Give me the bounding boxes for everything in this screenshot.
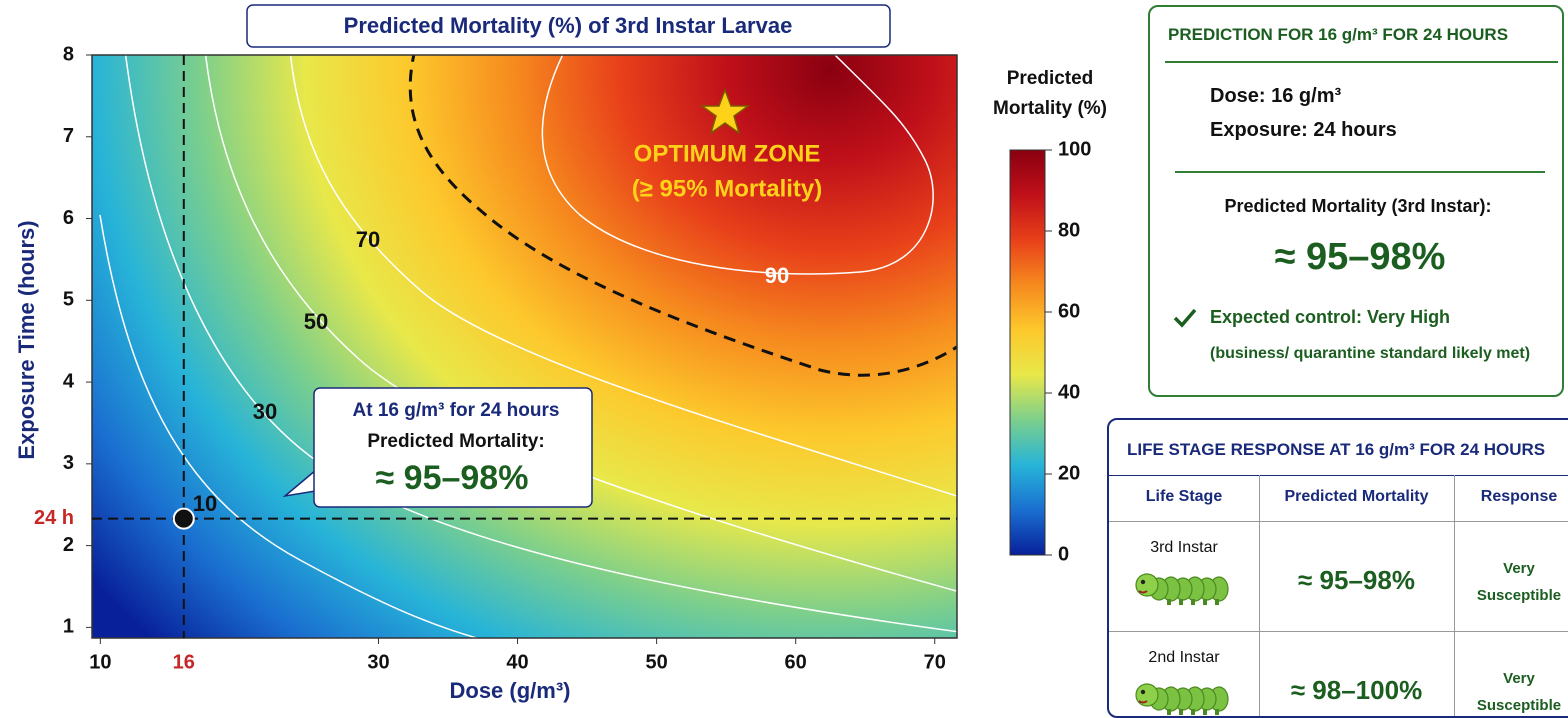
- optimum-label: (≥ 95% Mortality): [632, 175, 823, 202]
- panel-title: PREDICTION FOR 16 g/m³ FOR 24 HOURS: [1168, 25, 1509, 44]
- contour-label: 30: [253, 399, 277, 424]
- dose-text: Dose: 16 g/m³: [1210, 85, 1342, 107]
- table-rule: [1109, 521, 1568, 522]
- optimum-boundary: [408, 55, 957, 377]
- star-icon: [699, 87, 751, 135]
- callout-line: Predicted Mortality:: [367, 431, 544, 452]
- callout-line: At 16 g/m³ for 24 hours: [353, 400, 560, 421]
- callout-value: ≈ 95–98%: [376, 459, 529, 497]
- caterpillar-icon: [1131, 565, 1231, 616]
- x-tick-label: 40: [506, 651, 528, 673]
- response: Very Susceptible: [1476, 670, 1562, 714]
- exposure-text: Exposure: 24 hours: [1210, 119, 1397, 141]
- prediction-panel: [1148, 5, 1564, 397]
- divider: [1175, 171, 1545, 173]
- life-stage: 3rd Instar: [1150, 539, 1218, 556]
- result-label: Predicted Mortality (3rd Instar):: [1224, 196, 1492, 216]
- y-tick-label: 1: [63, 616, 74, 638]
- colorbar-tick-label: 40: [1058, 381, 1080, 403]
- x-tick-label: 50: [645, 651, 667, 673]
- colorbar-tick-label: 100: [1058, 138, 1091, 160]
- life-stage: 2nd Instar: [1148, 649, 1220, 666]
- colorbar: [1009, 149, 1046, 556]
- x-tick-label: 30: [367, 651, 389, 673]
- y-tick-label: 4: [63, 370, 75, 392]
- y-tick-label: 2: [63, 534, 74, 556]
- plot-area: [99, 55, 957, 638]
- y-tick-label: 3: [63, 452, 74, 474]
- y-tick-label: 5: [63, 289, 74, 311]
- contour-label: 70: [356, 227, 380, 252]
- check-icon: [1173, 308, 1197, 328]
- contour-label: 10: [193, 491, 217, 516]
- life-stage-panel: LIFE STAGE RESPONSE AT 16 g/m³ FOR 24 HO…: [1107, 418, 1568, 718]
- response: Very Susceptible: [1476, 560, 1562, 604]
- colorbar-tick-label: 20: [1058, 462, 1080, 484]
- table-rule: [1259, 475, 1260, 716]
- chart: OPTIMUM ZONE (≥ 95% Mortality) Predicted…: [14, 4, 1091, 703]
- colorbar-tick-label: 0: [1058, 543, 1069, 565]
- highlight-x-label: 16: [173, 651, 195, 673]
- callout-box: [313, 387, 593, 508]
- control-text: Expected control: Very High: [1210, 307, 1451, 327]
- table-header: Predicted Mortality: [1284, 488, 1429, 505]
- plot-frame: [91, 54, 958, 639]
- mortality-value: ≈ 98–100%: [1290, 675, 1423, 705]
- colorbar-label: Predicted Mortality (%): [993, 68, 1107, 119]
- x-tick-label: 10: [89, 651, 111, 673]
- divider: [1165, 61, 1558, 63]
- contour-line: [99, 214, 480, 638]
- contour-line: [541, 55, 934, 275]
- x-tick-label: 60: [785, 651, 807, 673]
- optimum-title: OPTIMUM ZONE: [634, 140, 821, 167]
- x-tick-label: 70: [924, 651, 946, 673]
- mortality-value: ≈ 95–98%: [1298, 565, 1415, 595]
- table-rule: [1109, 475, 1568, 476]
- chart-title: Predicted Mortality (%) of 3rd Instar La…: [344, 13, 793, 38]
- colorbar-tick-label: 60: [1058, 300, 1080, 322]
- note-text: (business/ quarantine standard likely me…: [1210, 345, 1531, 362]
- highlight-y-label: 24 h: [34, 507, 74, 529]
- panel-title: LIFE STAGE RESPONSE AT 16 g/m³ FOR 24 HO…: [1127, 440, 1546, 459]
- y-tick-label: 7: [63, 125, 74, 147]
- y-tick-label: 8: [63, 43, 74, 65]
- y-tick-label: 6: [63, 207, 74, 229]
- title-box: [246, 4, 891, 48]
- contour-label: 90: [765, 263, 789, 288]
- table-rule: [1454, 475, 1455, 716]
- y-axis-label: Exposure Time (hours): [14, 220, 39, 459]
- contour-line: [289, 55, 957, 497]
- result-value: ≈ 95–98%: [1274, 236, 1446, 278]
- highlight-point: [172, 507, 195, 530]
- caterpillar-icon: [1131, 675, 1231, 716]
- table-header: Response: [1480, 488, 1558, 505]
- colorbar-tick-label: 80: [1058, 219, 1080, 241]
- contour-label: 50: [304, 309, 328, 334]
- contour-line: [204, 55, 957, 592]
- table-rule: [1109, 631, 1568, 632]
- x-axis-label: Dose (g/m³): [450, 678, 571, 703]
- heatmap: [92, 55, 957, 638]
- table-header: Life Stage: [1145, 488, 1223, 505]
- callout-joint: [316, 472, 336, 486]
